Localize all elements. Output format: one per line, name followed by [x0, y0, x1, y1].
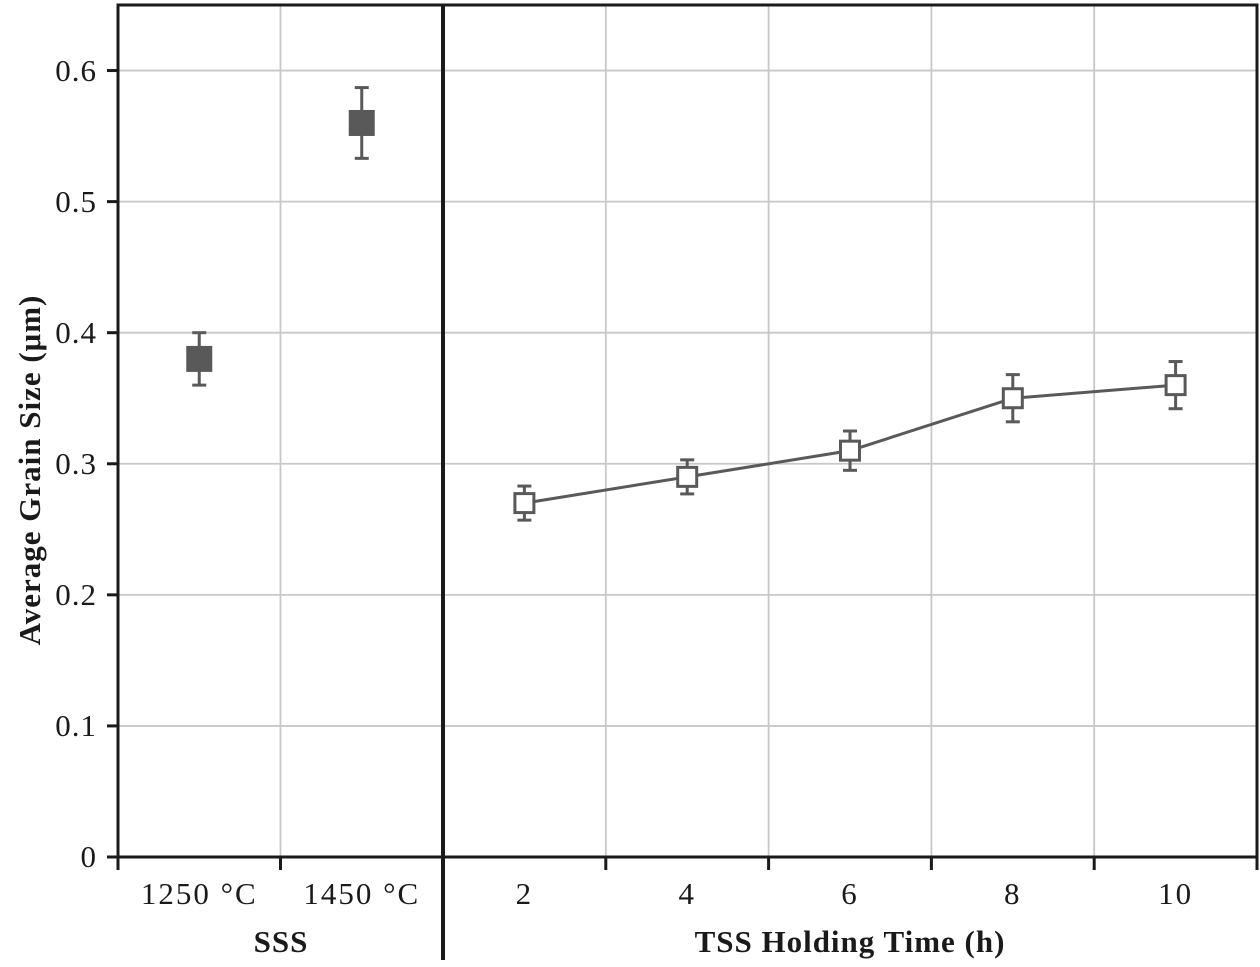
marker-filled-square	[348, 109, 375, 136]
y-tick-label: 0.2	[55, 576, 97, 612]
y-tick-label: 0.1	[55, 707, 97, 743]
marker-open-square	[1001, 387, 1024, 410]
marker-open-square	[676, 465, 699, 488]
x-tick-label: 1450 °C	[303, 876, 421, 911]
tss-axis-title: TSS Holding Time (h)	[694, 924, 1006, 959]
y-tick-label: 0.4	[55, 314, 97, 350]
x-tick-label: 8	[1004, 876, 1022, 911]
x-tick-label: 1250 °C	[140, 876, 258, 911]
sss-axis-title: SSS	[253, 924, 309, 959]
marker-open-square	[1164, 374, 1187, 397]
y-tick-label: 0.5	[55, 183, 97, 219]
marker-open-square	[839, 439, 861, 462]
y-tick-label: 0.3	[55, 445, 97, 481]
x-tick-label: 10	[1158, 876, 1194, 911]
y-tick-label: 0.6	[55, 52, 97, 88]
marker-open-square	[513, 492, 536, 515]
y-tick-label: 0	[80, 839, 97, 874]
x-tick-label: 2	[515, 876, 534, 911]
x-tick-label: 4	[678, 876, 696, 911]
x-tick-label: 6	[841, 876, 859, 911]
marker-filled-square	[186, 345, 213, 372]
plot-border	[116, 3, 1259, 859]
